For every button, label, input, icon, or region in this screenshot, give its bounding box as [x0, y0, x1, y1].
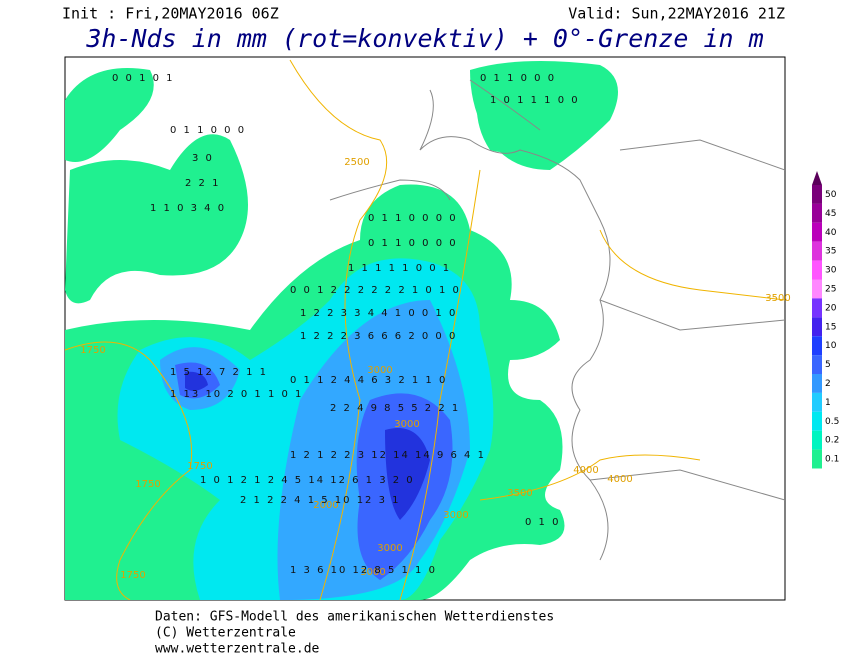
colorbar-label: 30	[825, 266, 837, 276]
freezing-level-isolines	[65, 59, 785, 600]
colorbar-label: 10	[825, 341, 837, 351]
isoline-label: 1750	[120, 570, 145, 581]
precip-values: 3 0	[192, 153, 214, 164]
isoline-label: 3000	[377, 543, 402, 554]
precip-values: 0 1 1 0 0 0	[480, 73, 556, 84]
isoline-label: 4000	[573, 465, 598, 476]
colorbar-label: 50	[825, 190, 837, 200]
colorbar-tip	[812, 171, 822, 185]
precip-values: 1 5 12 7 2 1 1	[170, 367, 268, 378]
precip-values: 2 1 2 2 4 1 5 10 12 3 1	[240, 495, 401, 506]
precip-values: 1 1 0 3 4 0	[150, 203, 226, 214]
precip-values: 2 2 1	[185, 178, 220, 189]
isoline-label: 1750	[187, 461, 212, 472]
colorbar-label: 45	[825, 209, 836, 219]
isoline-label: 2500	[344, 157, 369, 168]
colorbar-label: 0.5	[825, 417, 839, 427]
valid-time: Valid: Sun,22MAY2016 21Z	[568, 5, 785, 23]
precip-values: 0 1 1 0 0 0 0	[368, 213, 458, 224]
colorbar-swatch	[812, 203, 822, 223]
colorbar: 50 45 40 35 30 25 20 15 10 5 2 1 0.5 0.2 0.1	[812, 171, 839, 469]
isoline-label: 3500	[765, 293, 790, 304]
precip-values: 0 1 1 2 4 4 6 3 2 1 1 0	[290, 375, 447, 386]
precip-values: 0 1 0	[525, 517, 560, 528]
isoline-label: 3000	[360, 567, 385, 578]
colorbar-swatch	[812, 355, 822, 374]
precip-values: 1 0 1 1 1 0 0	[490, 95, 580, 106]
isoline-label: 1750	[135, 479, 160, 490]
init-time: Init : Fri,20MAY2016 06Z	[62, 5, 279, 23]
colorbar-label: 35	[825, 247, 836, 257]
isoline-label: 1750	[80, 345, 105, 356]
colorbar-label: 2	[825, 379, 831, 389]
footer-url: www.wetterzentrale.de	[155, 642, 320, 657]
precip-values: 0 0 1 0 1	[112, 73, 175, 84]
map: 2500 3500 1750 3000 3000 1750 1750 2000 3000 3500…	[64, 56, 791, 601]
colorbar-label: 1	[825, 398, 831, 408]
precip-fields	[65, 61, 618, 600]
precip-values: 1 13 10 2 0 1 1 0 1	[170, 389, 303, 400]
precip-values: 1 1 1 1 1 0 0 1	[348, 263, 451, 274]
colorbar-swatch	[812, 222, 822, 242]
coastlines	[329, 79, 785, 561]
colorbar-label: 0.1	[825, 455, 839, 465]
isoline-label: 3000	[443, 510, 468, 521]
precip-values: 1 2 1 2 2 3 12 14 14 9 6 4 1	[290, 450, 486, 461]
colorbar-label: 0.2	[825, 436, 839, 446]
precip-values: 1 3 6 10 12 8 5 1 1 0	[290, 565, 437, 576]
precip-values: 1 2 2 3 3 4 4 1 0 0 1 0	[300, 308, 457, 319]
colorbar-label: 25	[825, 284, 836, 294]
isoline-label: 4000	[607, 474, 632, 485]
colorbar-label: 40	[825, 228, 837, 238]
colorbar-swatch	[812, 374, 822, 393]
precip-values: 1 2 2 2 3 6 6 6 2 0 0 0	[300, 331, 457, 342]
colorbar-swatch	[812, 185, 822, 204]
colorbar-label: 5	[825, 360, 831, 370]
isoline-label: 3000	[394, 419, 419, 430]
colorbar-swatch	[812, 392, 822, 412]
colorbar-swatch	[812, 241, 822, 261]
footer-copyright: (C) Wetterzentrale	[155, 626, 296, 641]
precip-values: 0 1 1 0 0 0 0	[368, 238, 458, 249]
precip-values: 0 1 1 0 0 0	[170, 125, 246, 136]
map-labels: 2500 3500 1750 3000 3000 1750 1750 2000 3000 3500…	[80, 73, 790, 581]
precip-values: 0 0 1 2 2 2 2 2 2 1 0 1 0	[290, 285, 461, 296]
isoline-label: 3500	[507, 488, 532, 499]
precip-values: 1 0 1 2 1 2 4 5 14 12 6 1 3 2 0	[200, 475, 415, 486]
colorbar-swatch	[812, 260, 822, 280]
colorbar-swatch	[812, 336, 822, 356]
colorbar-swatch	[812, 449, 822, 469]
colorbar-swatch	[812, 279, 822, 299]
colorbar-label: 15	[825, 322, 836, 332]
colorbar-swatch	[812, 411, 822, 431]
colorbar-swatch	[812, 430, 822, 450]
isoline-label: 3000	[367, 365, 392, 376]
colorbar-label: 20	[825, 303, 837, 313]
isoline-label: 2000	[313, 500, 338, 511]
colorbar-swatch	[812, 317, 822, 337]
colorbar-swatch	[812, 298, 822, 318]
footer-source: Daten: GFS-Modell des amerikanischen Wet…	[155, 610, 554, 625]
map-title: 3h-Nds in mm (rot=konvektiv) + 0°-Grenze…	[85, 24, 763, 53]
precip-values: 2 2 4 9 8 5 5 2 2 1	[330, 403, 460, 414]
